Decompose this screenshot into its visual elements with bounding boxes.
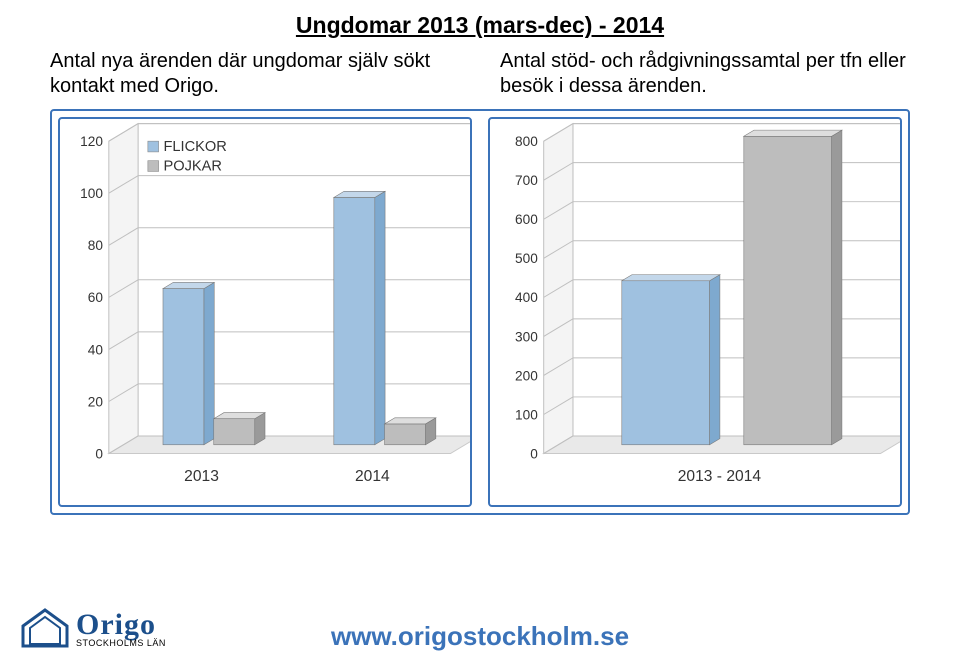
logo-text: Origo bbox=[76, 608, 166, 642]
subtitles-row: Antal nya ärenden där ungdomar själv sök… bbox=[0, 39, 960, 99]
category-label: 2014 bbox=[355, 468, 390, 485]
y-tick-label: 400 bbox=[515, 290, 538, 305]
y-tick-label: 0 bbox=[530, 446, 538, 461]
category-label: 2013 - 2014 bbox=[678, 468, 762, 485]
y-tick-label: 40 bbox=[88, 342, 104, 357]
chart-right-panel: 0 100 200 300 400 500 600 700 800 2013 - 2014 bbox=[488, 117, 902, 507]
category-label: 2013 bbox=[184, 468, 219, 485]
chart-left: 0 20 40 60 80 100 120 2013 2014 FLICKOR POJKAR bbox=[60, 119, 470, 505]
y-tick-label: 500 bbox=[515, 251, 538, 266]
legend-label: FLICKOR bbox=[163, 139, 226, 155]
subtitle-left: Antal nya ärenden där ungdomar själv sök… bbox=[50, 49, 460, 99]
chart-right: 0 100 200 300 400 500 600 700 800 2013 - 2014 bbox=[490, 119, 900, 505]
y-tick-label: 100 bbox=[80, 186, 103, 201]
y-tick-label: 600 bbox=[515, 212, 538, 227]
y-tick-label: 800 bbox=[515, 134, 538, 149]
y-tick-label: 200 bbox=[515, 368, 538, 383]
y-tick-label: 700 bbox=[515, 173, 538, 188]
y-tick-label: 20 bbox=[88, 394, 104, 409]
logo-subtext: STOCKHOLMS LÄN bbox=[76, 638, 166, 648]
subtitle-right: Antal stöd- och rådgivningssamtal per tf… bbox=[500, 49, 910, 99]
y-tick-label: 80 bbox=[88, 238, 104, 253]
logo-house-icon bbox=[18, 606, 72, 648]
y-tick-label: 300 bbox=[515, 329, 538, 344]
y-tick-label: 0 bbox=[95, 446, 103, 461]
legend-swatch bbox=[148, 161, 159, 172]
chart-left-panel: 0 20 40 60 80 100 120 2013 2014 FLICKOR POJKAR bbox=[58, 117, 472, 507]
legend-label: POJKAR bbox=[163, 158, 222, 174]
logo: Origo STOCKHOLMS LÄN bbox=[18, 606, 166, 648]
y-tick-label: 60 bbox=[88, 290, 104, 305]
legend-swatch bbox=[148, 141, 159, 152]
y-tick-label: 120 bbox=[80, 134, 103, 149]
charts-outer-frame: 0 20 40 60 80 100 120 2013 2014 FLICKOR POJKAR 0 10… bbox=[50, 109, 910, 515]
page-title: Ungdomar 2013 (mars-dec) - 2014 bbox=[0, 0, 960, 39]
y-tick-label: 100 bbox=[515, 407, 538, 422]
